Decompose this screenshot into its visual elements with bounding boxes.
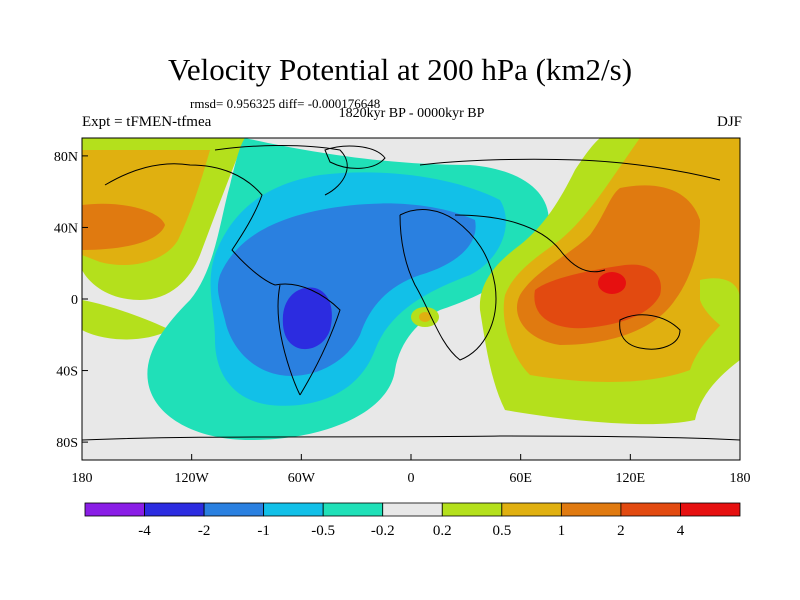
colorbar-swatch xyxy=(680,502,741,517)
lon-label: 60E xyxy=(509,471,532,486)
lon-label: 60W xyxy=(288,471,316,486)
colorbar-label: 0.5 xyxy=(492,523,511,539)
greenland-coast xyxy=(324,145,386,169)
experiment-label: Expt = tFMEN-tfmea xyxy=(82,114,212,130)
south-america-west-coast xyxy=(277,284,301,396)
map-title: Velocity Potential at 200 hPa (km2/s) xyxy=(167,52,633,87)
colorbar-swatch xyxy=(560,502,622,517)
colorbar-swatch xyxy=(203,502,265,517)
contour-dateline-lobe xyxy=(700,278,740,340)
colorbar-label: 0.2 xyxy=(433,523,452,539)
eurasia-north-coast xyxy=(419,158,721,181)
colorbar-swatch xyxy=(501,502,562,517)
contour-fill-layer xyxy=(82,138,740,460)
colorbar-label: -1 xyxy=(257,523,270,539)
colorbar-swatch xyxy=(620,502,681,517)
lon-label: 0 xyxy=(408,471,415,486)
contour-north-pacific-1 xyxy=(82,203,165,250)
colorbar-swatch xyxy=(382,502,443,517)
colorbar-label: 2 xyxy=(617,523,625,539)
colorbar-swatch xyxy=(322,502,384,517)
lon-label: 180 xyxy=(72,471,93,486)
antarctica-coast xyxy=(82,435,740,441)
lat-label: 0 xyxy=(71,293,78,308)
contour-south-pacific-0.2 xyxy=(82,300,170,340)
lon-label: 120W xyxy=(175,471,210,486)
contour-negative-2 xyxy=(282,287,332,350)
colorbar-label: -4 xyxy=(138,523,151,539)
colorbar-label: 1 xyxy=(558,523,566,539)
colorbar-swatch xyxy=(84,502,145,517)
axis-layer: 80N 40N 0 40S 80S 180 120W 60W 0 60E 120E 180 xyxy=(54,150,751,486)
colorbar-label: 4 xyxy=(677,523,685,539)
lat-label: 80N xyxy=(54,150,78,165)
canada-arctic-coast xyxy=(214,145,348,196)
coastlines xyxy=(82,145,740,441)
lon-label: 120E xyxy=(616,471,646,486)
season-label: DJF xyxy=(716,114,742,130)
lon-label: 180 xyxy=(730,471,751,486)
colorbar-label: -0.5 xyxy=(311,523,335,539)
australia-coast xyxy=(619,314,681,350)
north-america-coast xyxy=(104,163,276,286)
contour-indopacific-4 xyxy=(598,272,626,294)
contour-negative-1 xyxy=(217,203,476,376)
south-america-coast xyxy=(274,283,341,396)
lat-label: 40N xyxy=(54,221,78,236)
colorbar-swatch xyxy=(144,502,205,517)
contour-indopacific-2 xyxy=(534,264,661,329)
contour-atlantic-spot-core xyxy=(419,312,431,322)
stats-text: rmsd= 0.956325 diff= -0.000176648 xyxy=(190,96,381,111)
colorbar-label: -2 xyxy=(198,523,211,539)
period-text: 1820kyr BP - 0000kyr BP xyxy=(338,106,485,121)
lat-label: 40S xyxy=(56,365,78,380)
colorbar-label: -0.2 xyxy=(371,523,395,539)
lat-label: 80S xyxy=(56,436,78,451)
colorbar: -4 -2 -1 -0.5 -0.2 0.2 0.5 1 2 4 xyxy=(84,502,741,539)
colorbar-swatch xyxy=(441,502,503,517)
colorbar-swatch xyxy=(263,502,324,517)
africa-coast xyxy=(399,209,497,361)
eurasia-south-coast xyxy=(454,214,606,273)
